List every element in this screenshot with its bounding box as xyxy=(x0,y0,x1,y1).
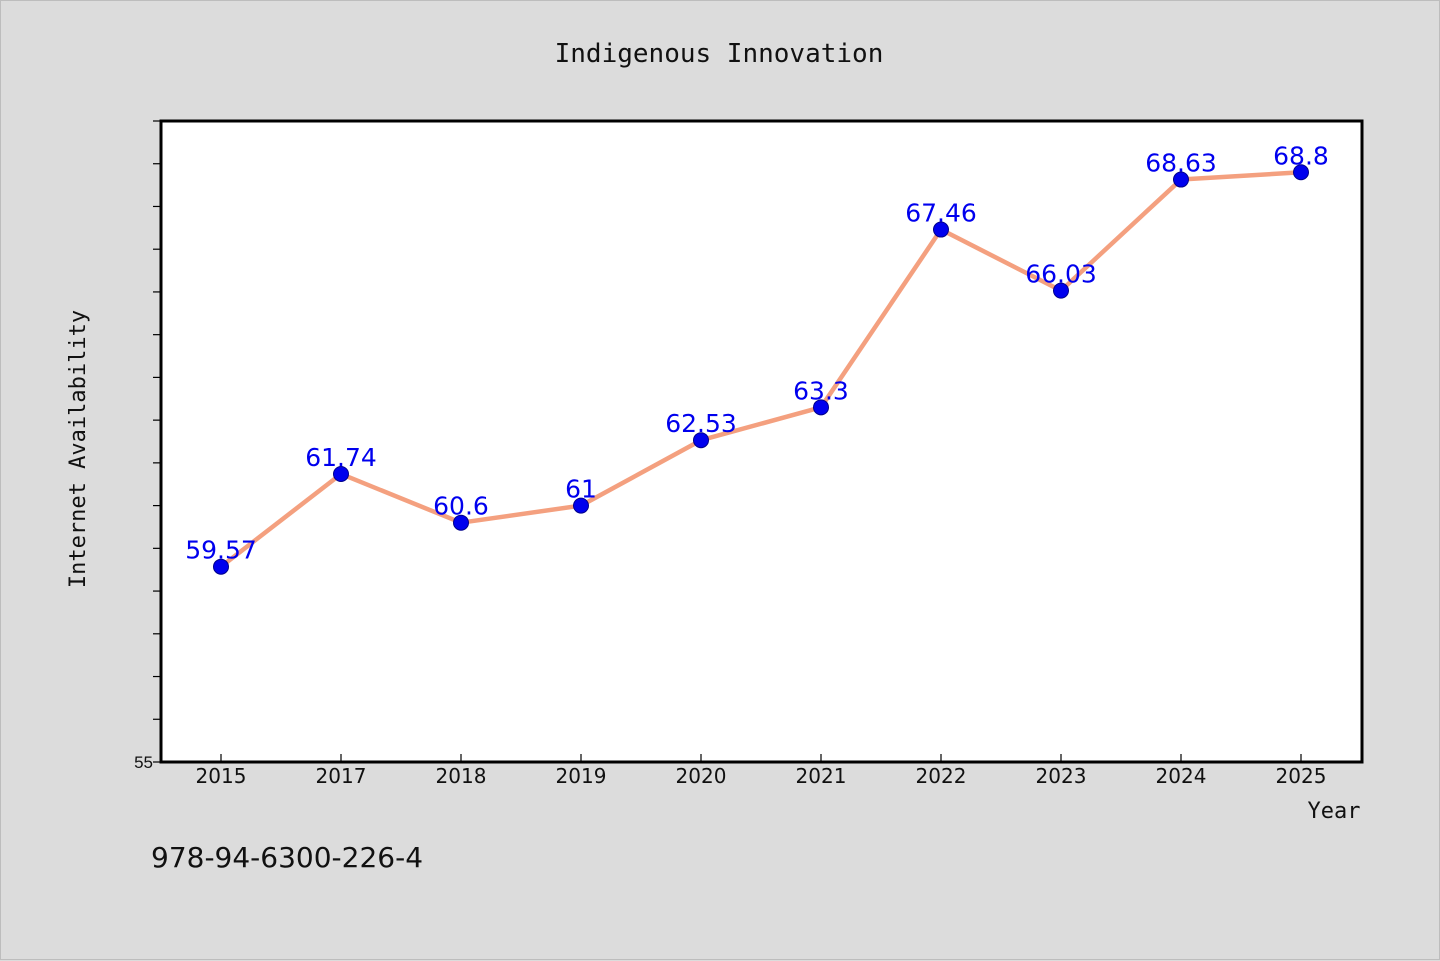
x-tick-label-2017: 2017 xyxy=(316,764,367,788)
x-axis-label: Year xyxy=(1308,799,1361,824)
chart-title: Indigenous Innovation xyxy=(555,39,884,69)
plot-frame xyxy=(159,119,1364,764)
isbn-text: 978-94-6300-226-4 xyxy=(151,841,423,874)
data-label-2018: 60.6 xyxy=(433,492,489,521)
data-point-2022 xyxy=(933,221,949,238)
data-point-2024 xyxy=(1173,171,1189,188)
x-tick-label-2022: 2022 xyxy=(916,764,967,788)
plot-area xyxy=(161,121,1362,762)
x-tick-label-2021: 2021 xyxy=(796,764,847,788)
y-tick-label-55: 55 xyxy=(134,753,153,772)
x-tick-label-2018: 2018 xyxy=(436,764,487,788)
data-labels: 59.57 61.74 60.6 61 62.53 63.3 67.46 66.03 68.63… xyxy=(185,141,1329,564)
data-point-2015 xyxy=(213,558,229,575)
data-point-2020 xyxy=(693,432,709,449)
data-point-2023 xyxy=(1053,282,1069,299)
data-label-2019: 61 xyxy=(565,475,597,504)
data-label-2015: 59.57 xyxy=(185,536,257,565)
data-label-2020: 62.53 xyxy=(665,409,737,438)
data-label-2025: 68.8 xyxy=(1273,141,1329,170)
x-tick-label-2020: 2020 xyxy=(676,764,727,788)
x-axis-ticks: 2015 2017 2018 2019 2020 2021 2022 2023 2024 2025 xyxy=(196,754,1327,788)
data-label-2023: 66.03 xyxy=(1025,260,1097,289)
x-tick-label-2019: 2019 xyxy=(556,764,607,788)
data-point-2021 xyxy=(813,399,829,416)
x-tick-label-2024: 2024 xyxy=(1156,764,1207,788)
data-point-2017 xyxy=(333,465,349,482)
x-tick-label-2025: 2025 xyxy=(1276,764,1327,788)
data-point-2025 xyxy=(1293,164,1309,181)
data-label-2024: 68.63 xyxy=(1145,149,1217,178)
data-markers xyxy=(213,164,1309,575)
data-label-2022: 67.46 xyxy=(905,199,977,228)
y-axis-ticks: 55 xyxy=(134,120,161,772)
x-tick-label-2015: 2015 xyxy=(196,764,247,788)
y-axis-label: Internet Availability xyxy=(66,310,91,588)
data-point-2019 xyxy=(573,497,589,514)
data-label-2021: 63.3 xyxy=(793,376,849,405)
x-tick-label-2023: 2023 xyxy=(1036,764,1087,788)
series-line xyxy=(218,170,1304,569)
data-label-2017: 61.74 xyxy=(305,443,377,472)
data-point-2018 xyxy=(453,514,469,531)
